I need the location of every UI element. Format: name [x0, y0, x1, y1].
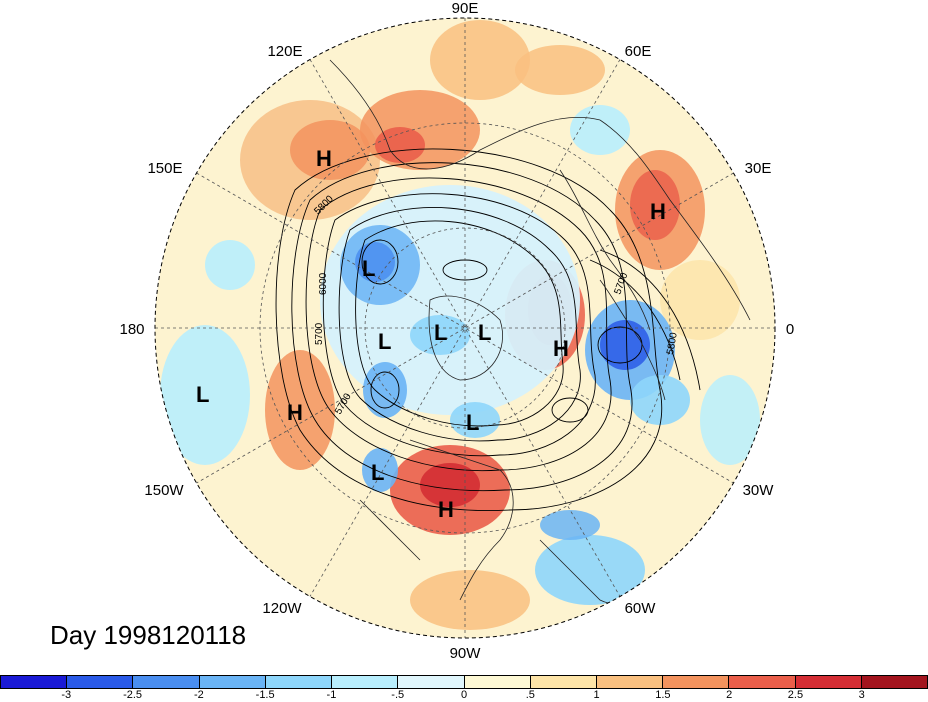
graticule — [155, 18, 775, 638]
low-center-marker: L — [378, 329, 391, 354]
colorbar-swatch — [596, 676, 664, 688]
colorbar-swatch — [332, 676, 399, 688]
colorbar-tick-label: 1.5 — [655, 689, 671, 701]
lon-label-60e: 60E — [625, 43, 652, 60]
contour-label: 5800 — [665, 331, 680, 355]
low-center-marker: L — [466, 410, 479, 435]
colorbar-tick-label: -1 — [326, 689, 337, 701]
colorbar-swatch — [199, 676, 266, 688]
lon-label-90e: 90E — [452, 0, 479, 17]
colorbar-tick-label: -2 — [193, 689, 204, 701]
lon-label-60w: 60W — [625, 600, 657, 617]
high-center-marker: H — [553, 336, 569, 361]
high-center-marker: H — [438, 497, 454, 522]
colorbar-swatch — [795, 676, 862, 688]
date-label: Day 1998120118 — [50, 620, 247, 650]
colorbar-swatch — [133, 676, 200, 688]
low-center-marker: L — [196, 382, 209, 407]
colorbar-swatch — [464, 676, 531, 688]
colorbar-tick-label: 2.5 — [787, 689, 804, 701]
colorbar-swatch — [265, 676, 333, 688]
colorbar-swatch — [861, 676, 928, 688]
lon-label-120w: 120W — [262, 600, 302, 617]
colorbar-tick-label: -2.5 — [123, 689, 143, 701]
height-contours — [275, 148, 701, 511]
colorbar-swatch — [1, 676, 68, 688]
high-center-marker: H — [650, 199, 666, 224]
colorbar-swatch — [663, 676, 730, 688]
high-center-marker: H — [316, 146, 332, 171]
contour-label: 6000 — [318, 272, 329, 295]
map-boundary — [154, 17, 776, 639]
low-center-marker: L — [478, 320, 491, 345]
lon-label-90w: 90W — [450, 645, 482, 662]
colorbar-tick-label: -3 — [61, 689, 72, 701]
low-center-marker: L — [434, 320, 447, 345]
low-center-marker: L — [371, 460, 384, 485]
polar-map: 5800 6000 5700 5700 5700 5800 H H H H H … — [119, 0, 794, 662]
low-center-marker: L — [362, 256, 375, 281]
pressure-centers: H H H H H L L L L L L L — [196, 146, 666, 522]
colorbar-tick-label: 1 — [593, 689, 600, 701]
lon-label-30w: 30W — [743, 482, 775, 499]
colorbar-tick-label: -1.5 — [255, 689, 275, 701]
contour-label: 5700 — [314, 322, 325, 345]
lon-label-150e: 150E — [147, 160, 182, 177]
high-center-marker: H — [287, 400, 303, 425]
colorbar-tick-label: -.5 — [391, 689, 405, 701]
coastlines — [329, 59, 751, 605]
colorbar-swatch — [67, 676, 134, 688]
lon-label-150w: 150W — [144, 482, 184, 499]
lon-label-30e: 30E — [745, 160, 772, 177]
colorbar-swatch — [530, 676, 597, 688]
colorbar-tick-label: 2 — [726, 689, 733, 701]
lon-label-120e: 120E — [267, 43, 302, 60]
colorbar-swatch — [398, 676, 465, 688]
colorbar-tick-label: .5 — [525, 689, 535, 701]
colorbar-tick-label: 3 — [858, 689, 865, 701]
colorbar-swatch — [729, 676, 796, 688]
lon-label-0: 0 — [786, 321, 794, 338]
colorbar-tick-label: 0 — [460, 689, 468, 701]
colorbar — [0, 675, 928, 689]
longitude-labels: 90E 60E 30E 0 30W 60W 90W 120W 150W 180 … — [119, 0, 794, 662]
lon-label-180: 180 — [119, 321, 144, 338]
